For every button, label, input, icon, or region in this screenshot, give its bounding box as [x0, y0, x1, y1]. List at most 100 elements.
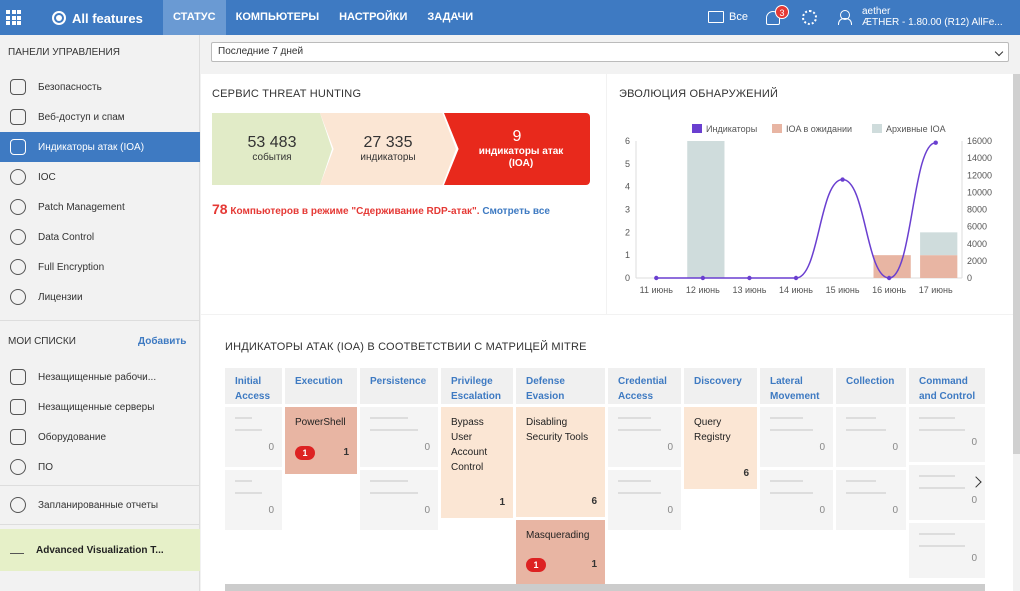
- nav-status[interactable]: СТАТУС: [163, 0, 226, 35]
- left-tick-label: 1: [625, 250, 630, 260]
- mitre-column-header[interactable]: Credential Access: [608, 368, 681, 404]
- legend-swatch: [692, 124, 702, 133]
- period-select[interactable]: Последние 7 дней: [211, 42, 1009, 62]
- mitre-column-header[interactable]: Persistence: [360, 368, 438, 404]
- vertical-scrollbar[interactable]: [1013, 74, 1020, 454]
- x-tick-label: 12 июнь: [686, 285, 720, 295]
- mitre-empty-cell[interactable]: 0: [360, 407, 438, 467]
- sidebar-item-data-control[interactable]: Data Control: [0, 222, 200, 252]
- cell-count: 0: [892, 505, 898, 516]
- mitre-empty-cell[interactable]: 0: [836, 407, 906, 467]
- pending-count-badge: 1: [526, 558, 546, 572]
- folder-selector[interactable]: Все: [708, 11, 748, 23]
- indicators-label: индикаторы: [360, 152, 416, 163]
- mitre-empty-cell[interactable]: 0: [608, 470, 681, 530]
- mitre-technique-cell[interactable]: Query Registry 6: [684, 407, 757, 489]
- folder-label: Все: [729, 11, 748, 23]
- mitre-column-header[interactable]: Collection: [836, 368, 906, 404]
- line-indicators: [656, 141, 936, 279]
- sidebar: ПАНЕЛИ УПРАВЛЕНИЯ Безопасность Веб-досту…: [0, 35, 200, 591]
- mitre-column-header[interactable]: Discovery: [684, 368, 757, 404]
- sidebar-list-workstations[interactable]: Незащищенные рабочи...: [0, 362, 200, 392]
- gear-icon[interactable]: [802, 10, 817, 25]
- line-point: [933, 140, 938, 145]
- mitre-empty-cell[interactable]: 0: [909, 523, 985, 578]
- mitre-column-header[interactable]: Command and Control: [909, 368, 985, 404]
- x-tick-label: 14 июнь: [779, 285, 813, 295]
- user-info[interactable]: aether ÆTHER - 1.80.00 (R12) AllFe...: [862, 6, 1018, 28]
- mitre-empty-cell[interactable]: 0: [608, 407, 681, 467]
- sidebar-item-ioa[interactable]: Индикаторы атак (IOA): [0, 132, 200, 162]
- sidebar-item-patch[interactable]: Patch Management: [0, 192, 200, 222]
- nav-settings[interactable]: НАСТРОЙКИ: [339, 11, 408, 23]
- sidebar-item-reports[interactable]: Запланированные отчеты: [0, 490, 200, 520]
- pending-count-badge: 1: [295, 446, 315, 460]
- mitre-column: Credential Access 0 0: [608, 368, 681, 588]
- mitre-empty-cell[interactable]: 0: [360, 470, 438, 530]
- search-icon: [10, 169, 26, 185]
- folder-icon: [708, 11, 724, 23]
- legend-label: IOA в ожидании: [786, 124, 852, 134]
- mitre-empty-cell[interactable]: 0: [225, 470, 282, 530]
- mitre-technique-cell[interactable]: Masquerading 1 1: [516, 520, 605, 586]
- cell-count: 0: [667, 442, 673, 453]
- sidebar-item-label: Оборудование: [38, 431, 107, 443]
- sidebar-item-advanced[interactable]: Advanced Visualization T...: [0, 529, 200, 571]
- mitre-technique-cell[interactable]: Disabling Security Tools 6: [516, 407, 605, 517]
- user-icon[interactable]: [838, 10, 852, 25]
- sidebar-list-software[interactable]: ПО: [0, 452, 200, 482]
- cell-count: 0: [667, 505, 673, 516]
- mitre-empty-cell[interactable]: 0: [836, 470, 906, 530]
- sidebar-divider: [0, 485, 200, 486]
- line-point: [654, 275, 659, 281]
- sidebar-item-label: Advanced Visualization T...: [36, 544, 164, 556]
- apps-grid-icon[interactable]: [6, 10, 21, 25]
- clock-icon: [10, 497, 26, 513]
- mitre-empty-cell[interactable]: 0: [760, 407, 833, 467]
- placeholder-line: [370, 480, 408, 482]
- line-point: [793, 275, 799, 281]
- data-control-icon: [10, 229, 26, 245]
- mitre-empty-cell[interactable]: 0: [909, 465, 985, 520]
- technique-label: PowerShell: [295, 417, 346, 428]
- funnel-indicators[interactable]: 27 335 индикаторы: [320, 113, 456, 185]
- mitre-column: Discovery Query Registry 6: [684, 368, 757, 588]
- nav-tasks[interactable]: ЗАДАЧИ: [427, 11, 474, 23]
- mitre-column-header[interactable]: Lateral Movement: [760, 368, 833, 404]
- sidebar-list-servers[interactable]: Незащищенные серверы: [0, 392, 200, 422]
- mitre-technique-cell[interactable]: Bypass User Account Control 1: [441, 407, 513, 518]
- right-tick-label: 12000: [967, 170, 992, 180]
- sidebar-item-label: Full Encryption: [38, 261, 105, 273]
- sidebar-item-encryption[interactable]: Full Encryption: [0, 252, 200, 282]
- funnel-ioa[interactable]: 9 индикаторы атак (IOA): [444, 113, 590, 185]
- rdp-view-all-link[interactable]: Смотреть все: [482, 206, 550, 217]
- mitre-column-header[interactable]: Privilege Escalation: [441, 368, 513, 404]
- chart-title: ЭВОЛЮЦИЯ ОБНАРУЖЕНИЙ: [619, 88, 779, 100]
- mitre-column: Collection 0 0: [836, 368, 906, 588]
- sidebar-item-ioc[interactable]: IOC: [0, 162, 200, 192]
- mitre-technique-cell[interactable]: PowerShell 1 1: [285, 407, 357, 474]
- placeholder-line: [919, 545, 965, 547]
- events-value: 53 483: [247, 134, 297, 151]
- add-list-button[interactable]: Добавить: [138, 336, 187, 347]
- line-point: [700, 275, 706, 281]
- sidebar-item-label: Индикаторы атак (IOA): [38, 141, 145, 153]
- mitre-column-header[interactable]: Execution: [285, 368, 357, 404]
- mitre-empty-cell[interactable]: 0: [760, 470, 833, 530]
- funnel-events[interactable]: 53 483 события: [212, 113, 332, 185]
- placeholder-line: [618, 417, 651, 419]
- sidebar-item-web[interactable]: Веб-доступ и спам: [0, 102, 200, 132]
- sidebar-item-security[interactable]: Безопасность: [0, 72, 200, 102]
- mitre-column-header[interactable]: Initial Access: [225, 368, 282, 404]
- nav-computers[interactable]: КОМПЬЮТЕРЫ: [235, 11, 320, 23]
- main-nav: СТАТУС КОМПЬЮТЕРЫ НАСТРОЙКИ ЗАДАЧИ: [163, 0, 483, 35]
- rdp-text: Компьютеров в режиме "Сдерживание RDP-ат…: [230, 206, 480, 217]
- sidebar-list-hardware[interactable]: Оборудование: [0, 422, 200, 452]
- sidebar-item-licenses[interactable]: Лицензии: [0, 282, 200, 312]
- line-point: [886, 275, 892, 281]
- horizontal-scrollbar[interactable]: [225, 584, 985, 591]
- brand[interactable]: All features: [52, 9, 143, 27]
- mitre-column-header[interactable]: Defense Evasion: [516, 368, 605, 404]
- mitre-empty-cell[interactable]: 0: [909, 407, 985, 462]
- mitre-empty-cell[interactable]: 0: [225, 407, 282, 467]
